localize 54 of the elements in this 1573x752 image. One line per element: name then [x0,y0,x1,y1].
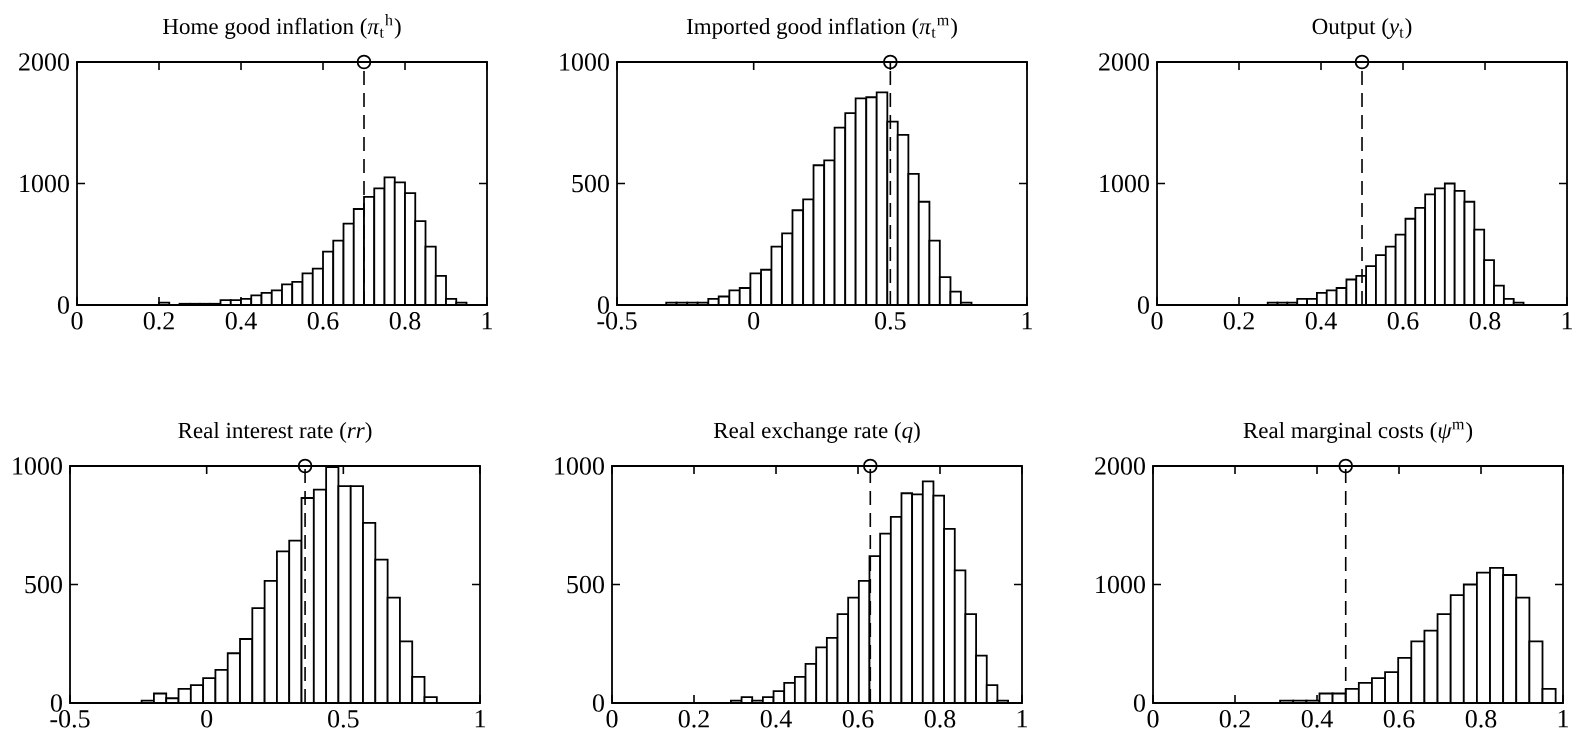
x-tick-label: 0.2 [678,710,709,728]
x-tick-label: 0 [748,312,760,330]
y-tick-label: 1000 [555,457,604,475]
y-tick-label: 0 [1133,694,1145,712]
y-tick-label: 2000 [19,53,69,71]
y-tick-label: 1000 [1100,174,1149,193]
x-tick-label: 1 [1558,710,1568,728]
y-tick-label: 1000 [1096,575,1145,594]
y-tick-label: 500 [567,575,604,594]
x-tick-label: 1 [482,312,492,330]
chart-title: Real interest rate (rr) [178,422,372,443]
x-tick-label: 0.4 [1301,710,1333,728]
x-tick-label: -0.5 [50,710,90,728]
x-tick-label: 0.5 [875,312,906,330]
x-tick-label: 0.6 [307,312,339,330]
y-tick-label: 1000 [13,457,62,475]
x-tick-label: 0.4 [1305,312,1337,330]
y-tick-label: 1000 [560,53,609,71]
chart-title: Imported good inflation (π$_{t}$$^{m}$) [686,17,957,39]
y-tick-label: 0 [597,296,609,314]
x-tick-label: 0.6 [1387,312,1419,330]
y-tick-label: 1000 [20,174,69,193]
x-tick-label: 0.4 [225,312,257,330]
y-tick-label: 2000 [1095,457,1145,475]
x-tick-label: -0.5 [597,312,637,330]
x-tick-label: 0.5 [328,710,359,728]
x-tick-label: 0.2 [1223,312,1254,330]
y-tick-label: 0 [1137,296,1149,314]
x-tick-label: 0.8 [389,312,421,330]
x-tick-label: 0.6 [1383,710,1415,728]
chart-title: Home good inflation (π$_{t}$$^{h}$) [163,14,401,39]
x-tick-label: 0.2 [143,312,174,330]
chart-title: Real marginal costs (ψ$^{m}$) [1243,421,1473,443]
x-tick-label: 0 [201,710,213,728]
y-tick-label: 0 [57,296,69,314]
x-tick-label: 0 [71,312,83,330]
x-tick-label: 0.2 [1219,710,1250,728]
y-tick-label: 2000 [1099,53,1149,71]
y-tick-label: 0 [592,694,604,712]
x-tick-label: 1 [475,710,485,728]
x-tick-label: 1 [1017,710,1027,728]
y-tick-label: 500 [572,174,609,193]
x-tick-label: 0.8 [1469,312,1501,330]
y-tick-label: 0 [50,694,62,712]
chart-title: Output (y$_{t}$) [1312,18,1412,39]
x-tick-label: 0.6 [842,710,874,728]
x-tick-label: 0.8 [924,710,956,728]
x-tick-label: 0 [1151,312,1163,330]
x-tick-label: 0.4 [760,710,792,728]
chart-title: Real exchange rate (q) [713,422,920,443]
x-tick-label: 1 [1562,312,1572,330]
x-tick-label: 1 [1022,312,1032,330]
x-tick-label: 0.8 [1465,710,1497,728]
y-tick-label: 500 [25,575,62,594]
